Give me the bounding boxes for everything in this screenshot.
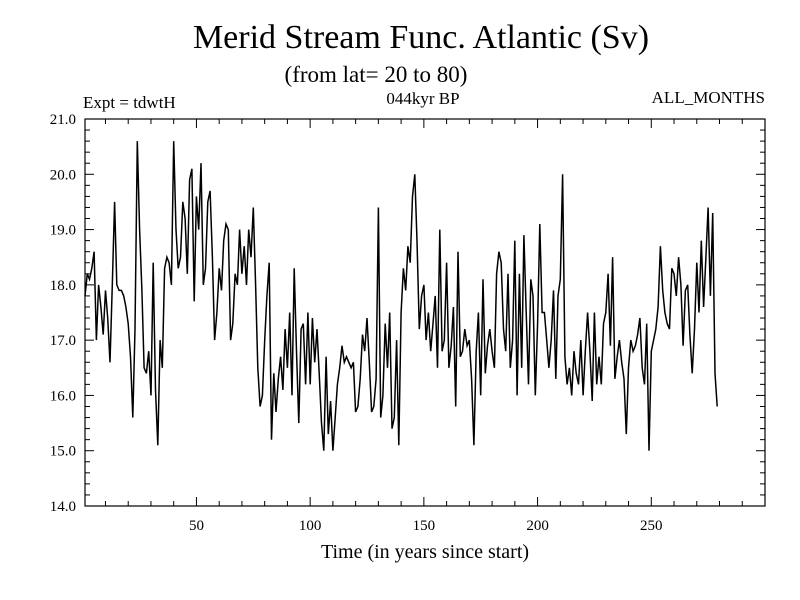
months-label: ALL_MONTHS — [652, 88, 765, 107]
period-label: 044kyr BP — [386, 89, 459, 108]
series-line — [84, 141, 718, 451]
plot-frame — [84, 118, 766, 507]
y-tick-label: 17.0 — [50, 333, 76, 349]
y-tick-label: 14.0 — [50, 499, 76, 515]
experiment-label: Expt = tdwtH — [83, 93, 176, 112]
y-tick-label: 15.0 — [50, 444, 76, 460]
x-tick-label: 200 — [526, 518, 549, 534]
y-tick-label: 16.0 — [50, 388, 76, 404]
axis-ticks — [85, 119, 765, 506]
x-tick-label: 250 — [640, 518, 663, 534]
chart-title: Merid Stream Func. Atlantic (Sv) — [193, 19, 649, 56]
y-tick-label: 19.0 — [50, 223, 76, 239]
y-tick-label: 20.0 — [50, 167, 76, 183]
axis-tick-labels: 50 100 150 200 250 14.0 15.0 16.0 17.0 18.0 19.0 20… — [50, 112, 663, 534]
x-axis-label: Time (in years since start) — [321, 541, 529, 563]
x-tick-label: 100 — [299, 518, 322, 534]
x-tick-label: 150 — [413, 518, 436, 534]
chart-subtitle: (from lat= 20 to 80) — [285, 62, 468, 87]
y-tick-label: 21.0 — [50, 112, 76, 128]
y-tick-label: 18.0 — [50, 278, 76, 294]
x-tick-label: 50 — [189, 518, 204, 534]
